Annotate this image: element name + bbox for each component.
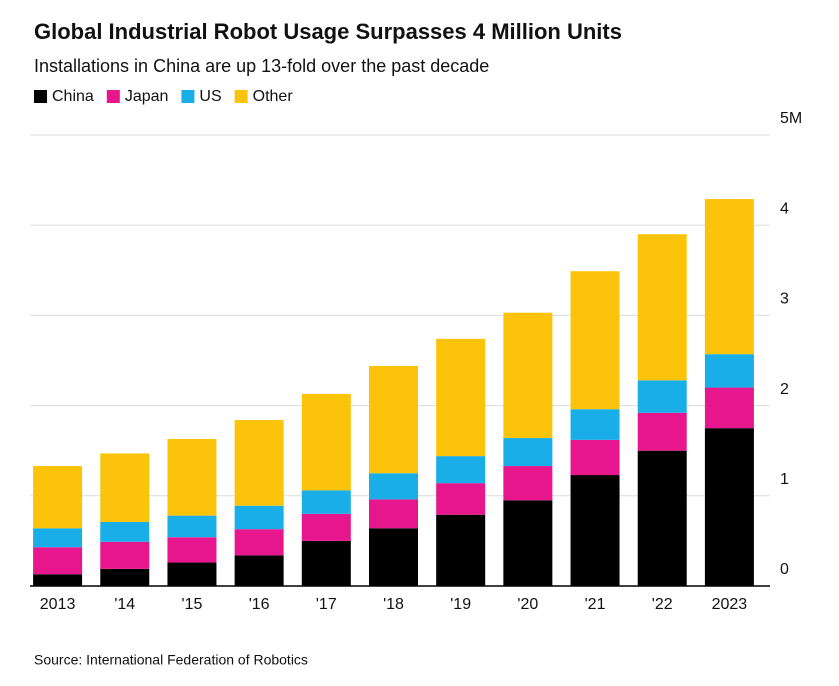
bar-segment: [167, 438, 217, 516]
bar-segment: [100, 453, 150, 522]
legend-label: Other: [253, 88, 294, 105]
bar-segment: [704, 199, 754, 355]
bar-segment: [369, 473, 418, 500]
bar-segment: [301, 490, 351, 514]
bar-segment: [369, 499, 418, 529]
bar-segment: [503, 312, 553, 439]
bar-segment: [436, 514, 486, 586]
bar-segment: [637, 412, 687, 451]
bar-segment: [637, 380, 687, 413]
bar-segment: [637, 234, 687, 381]
y-tick-label: 3: [780, 291, 789, 308]
bar-segment: [234, 529, 284, 556]
source-note: Source: International Federation of Robo…: [34, 652, 308, 668]
bar-segment: [704, 387, 754, 429]
bar-segment: [570, 439, 620, 476]
bar-segment: [436, 483, 486, 515]
bar-segment: [301, 540, 351, 586]
x-tick-label: '20: [517, 596, 538, 613]
x-tick-label: '14: [114, 596, 135, 613]
bar-segment: [234, 420, 284, 506]
chart-subtitle: Installations in China are up 13-fold ov…: [34, 56, 489, 76]
bar-segment: [100, 541, 150, 569]
legend-swatch: [34, 90, 47, 103]
x-tick-label: '22: [652, 596, 673, 613]
bar-segment: [100, 568, 150, 586]
bar-segment: [503, 438, 553, 467]
y-tick-label: 4: [780, 200, 789, 217]
bar-segment: [436, 338, 486, 457]
y-tick-label: 0: [780, 561, 789, 578]
bar-segment: [33, 547, 83, 575]
bar-segment: [100, 521, 150, 542]
x-tick-label: '21: [585, 596, 606, 613]
x-tick-label: '18: [383, 596, 404, 613]
bar-segment: [570, 475, 620, 586]
bar-segment: [637, 450, 687, 586]
legend: China Japan US Other: [34, 88, 293, 105]
bar-segment: [33, 466, 83, 529]
bar-segment: [33, 528, 83, 548]
bar-segment: [301, 393, 351, 491]
chart-title: Global Industrial Robot Usage Surpasses …: [34, 19, 622, 44]
legend-label: US: [199, 88, 221, 105]
bar-segment: [369, 365, 418, 474]
bar-segment: [33, 574, 83, 586]
y-tick-label: 2: [780, 381, 789, 398]
bar-segment: [234, 555, 284, 586]
bar-segment: [503, 500, 553, 586]
legend-label: China: [52, 88, 94, 105]
bar-segment: [570, 409, 620, 440]
bar-segment: [704, 354, 754, 388]
bar-segment: [167, 562, 217, 586]
bar-segment: [704, 428, 754, 586]
x-tick-label: '19: [450, 596, 471, 613]
bar-segment: [234, 505, 284, 530]
legend-label: Japan: [125, 88, 169, 105]
x-tick-label: '15: [182, 596, 203, 613]
legend-swatch: [234, 90, 248, 103]
x-tick-label: 2013: [40, 596, 76, 613]
bar-segment: [503, 466, 553, 501]
bar-segment: [301, 513, 351, 541]
y-tick-label: 5M: [780, 110, 802, 127]
bar-segment: [167, 537, 217, 563]
legend-swatch: [181, 90, 195, 103]
bar-segment: [570, 271, 620, 410]
y-tick-label: 1: [780, 471, 789, 488]
legend-swatch: [106, 90, 120, 103]
x-tick-label: '16: [249, 596, 270, 613]
x-tick-label: '17: [316, 596, 337, 613]
bar-segment: [167, 515, 217, 538]
bar-segment: [436, 456, 486, 484]
x-tick-label: 2023: [712, 596, 748, 613]
bar-segment: [369, 528, 418, 586]
